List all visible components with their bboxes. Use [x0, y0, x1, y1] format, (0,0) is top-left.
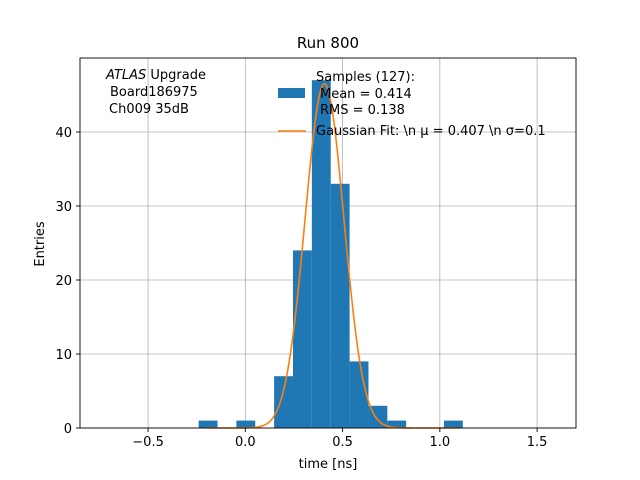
x-tick-label: 1.0 [429, 435, 450, 450]
legend-hist-line-1: Samples (127): [316, 70, 415, 85]
x-tick-label: 0.0 [235, 435, 256, 450]
y-axis-label: Entries [33, 221, 48, 267]
x-tick-label: 1.5 [527, 435, 548, 450]
histogram-bar [236, 420, 256, 428]
axes-frame [79, 57, 577, 429]
y-tick-label: 10 [55, 348, 72, 363]
annotation-line-3: Ch009 35dB [109, 102, 189, 117]
legend-fit-label: Gaussian Fit: \n μ = 0.407 \n σ=0.1 [316, 124, 546, 139]
histogram-bar [292, 250, 312, 428]
histogram-bar [198, 420, 218, 428]
y-tick-label: 20 [55, 274, 72, 289]
histogram-bar [274, 376, 293, 428]
atlas-annotation: ATLAS Upgrade Board186975 Ch009 35dB [105, 68, 206, 117]
legend: Samples (127): Mean = 0.414 RMS = 0.138 … [278, 70, 546, 139]
legend-hist-line-3: RMS = 0.138 [320, 103, 405, 118]
histogram-bar [349, 361, 369, 428]
annotation-line-2: Board186975 [110, 85, 198, 100]
histogram-bar [311, 80, 331, 428]
y-tick-label: 30 [55, 200, 72, 215]
x-tick-label: 0.5 [332, 435, 353, 450]
histogram-bar [443, 420, 463, 428]
legend-hist-swatch [278, 88, 305, 98]
histogram-bar [387, 420, 407, 428]
y-tick-label: 40 [55, 126, 72, 141]
annotation-line-1: ATLAS Upgrade [105, 68, 206, 83]
legend-hist-line-2: Mean = 0.414 [320, 87, 412, 102]
axis-ticks: −0.5 0.0 0.5 1.0 1.5 0 10 20 30 40 [55, 126, 547, 450]
x-axis-label: time [ns] [299, 457, 358, 472]
x-tick-label: −0.5 [132, 435, 164, 450]
chart-title: Run 800 [297, 34, 359, 52]
y-tick-label: 0 [64, 422, 72, 437]
histogram-bar [330, 183, 350, 428]
